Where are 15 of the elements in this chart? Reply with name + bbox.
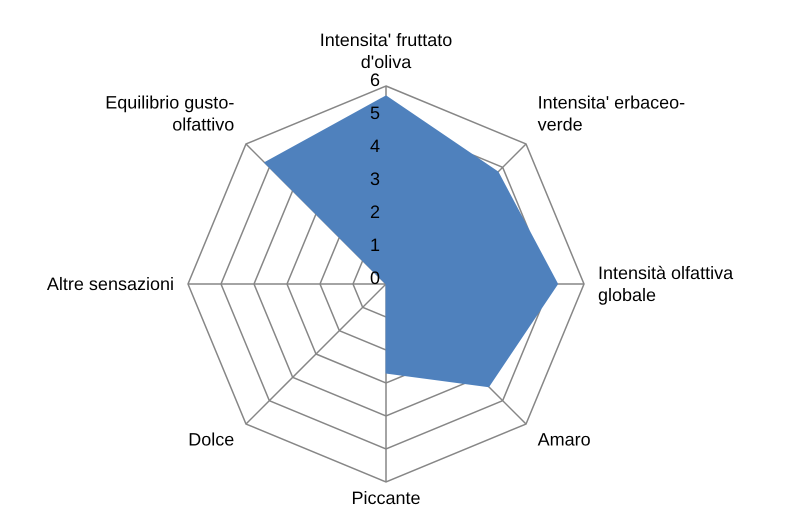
spoke-label: Altre sensazioni <box>46 274 174 294</box>
spoke-label: Intensita' erbaceo-verde <box>538 92 686 134</box>
spoke-label: Amaro <box>538 430 591 450</box>
spoke-label: Equilibrio gusto-olfattivo <box>105 92 234 134</box>
spoke-label: Intensita' fruttato d'oliva <box>320 30 452 72</box>
spoke-label: Intensità olfattiva globale <box>598 263 734 305</box>
y-tick-label: 3 <box>370 169 380 189</box>
y-tick-label: 1 <box>370 235 380 255</box>
y-tick-label: 5 <box>370 103 380 123</box>
y-tick-label: 4 <box>370 136 380 156</box>
y-tick-label: 0 <box>370 268 380 288</box>
y-tick-label: 2 <box>370 202 380 222</box>
y-tick-label: 6 <box>370 70 380 90</box>
spoke-label: Piccante <box>351 488 421 508</box>
spoke-label: Dolce <box>188 430 234 450</box>
